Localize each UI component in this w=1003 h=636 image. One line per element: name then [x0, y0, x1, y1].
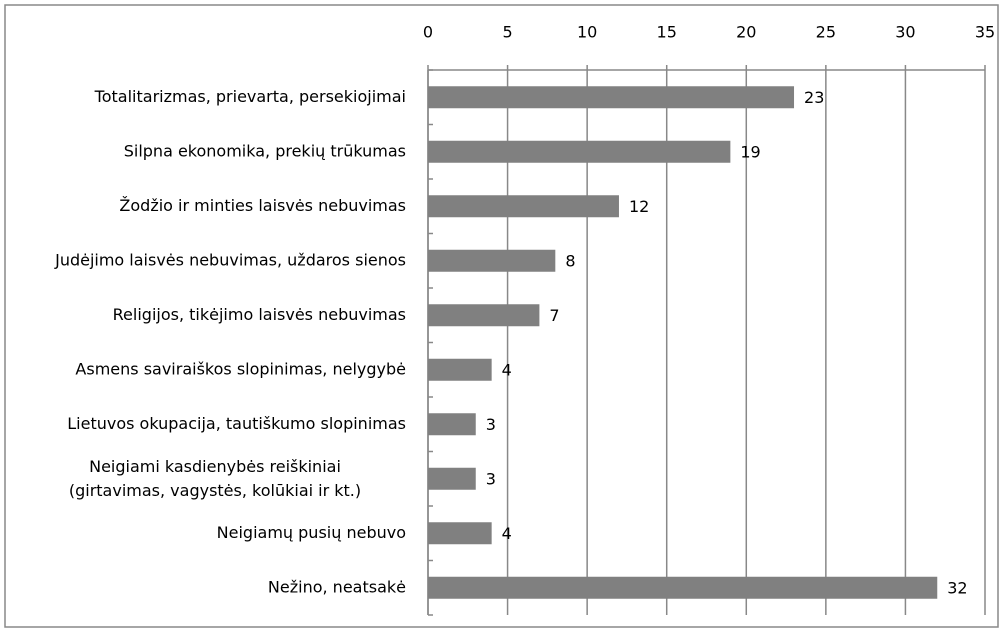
bar	[428, 195, 619, 218]
bar	[428, 140, 731, 163]
bar	[428, 413, 476, 436]
data-label: 4	[502, 524, 512, 543]
data-label: 7	[549, 306, 559, 325]
data-label: 4	[502, 360, 512, 379]
data-label: 3	[486, 415, 496, 434]
y-tick-label: Lietuvos okupacija, tautiškumo slopinima…	[67, 414, 406, 433]
y-tick-label: Žodžio ir minties laisvės nebuvimas	[119, 196, 406, 215]
data-label: 8	[565, 251, 575, 270]
y-tick-label: Religijos, tikėjimo laisvės nebuvimas	[113, 305, 406, 324]
data-label: 19	[740, 142, 760, 161]
x-tick-label: 35	[975, 23, 995, 42]
y-tick-label: Nežino, neatsakė	[268, 577, 406, 596]
bar	[428, 522, 492, 545]
y-tick-label: Asmens saviraiškos slopinimas, nelygybė	[75, 359, 406, 378]
x-tick-label: 15	[657, 23, 677, 42]
y-tick-label: Silpna ekonomika, prekių trūkumas	[124, 141, 406, 160]
x-tick-label: 30	[895, 23, 915, 42]
x-tick-label: 20	[736, 23, 756, 42]
y-tick-label: Neigiami kasdienybės reiškiniai (girtavim…	[69, 456, 361, 499]
y-tick-label: Neigiamų pusių nebuvo	[217, 523, 406, 542]
data-label: 32	[947, 578, 967, 597]
bar	[428, 249, 556, 272]
x-tick-label: 0	[423, 23, 433, 42]
x-tick-label: 5	[502, 23, 512, 42]
x-tick-label: 25	[816, 23, 836, 42]
y-tick-label: Totalitarizmas, prievarta, persekiojimai	[94, 87, 406, 106]
y-tick-label: Judėjimo laisvės nebuvimas, uždaros sien…	[54, 250, 406, 269]
data-label: 12	[629, 197, 649, 216]
bar	[428, 86, 795, 109]
bar	[428, 358, 492, 381]
bar	[428, 304, 540, 327]
data-label: 3	[486, 469, 496, 488]
bar	[428, 467, 476, 490]
bar	[428, 576, 938, 599]
data-label: 23	[804, 88, 824, 107]
x-tick-label: 10	[577, 23, 597, 42]
